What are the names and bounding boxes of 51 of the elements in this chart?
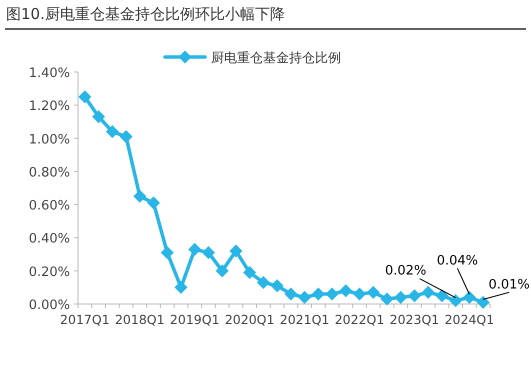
data-label: 0.04% <box>436 253 478 268</box>
point <box>216 264 229 278</box>
point <box>188 242 202 256</box>
x-tick-label: 2018Q1 <box>114 312 165 327</box>
point <box>394 290 408 304</box>
point <box>476 296 490 309</box>
point <box>366 286 380 299</box>
point <box>284 288 298 301</box>
x-tick-label: 2021Q1 <box>280 312 330 327</box>
data-label: 0.01% <box>488 277 530 292</box>
x-tick-label: 2019Q1 <box>170 312 220 327</box>
x-tick-label: 2020Q1 <box>224 312 274 327</box>
legend-label: 厨电重仓基金持仓比例 <box>211 51 341 66</box>
point <box>106 125 119 138</box>
point <box>353 288 366 301</box>
x-tick-label: 2022Q1 <box>334 312 384 327</box>
point <box>174 280 188 294</box>
point <box>422 286 435 299</box>
y-tick-label: 0.40% <box>28 232 70 247</box>
y-tick-label: 0.60% <box>28 198 70 214</box>
point <box>92 110 106 124</box>
x-tick-label: 2017Q1 <box>60 312 110 327</box>
point <box>202 246 215 260</box>
point <box>133 190 146 203</box>
data-label: 0.02% <box>385 264 426 279</box>
point <box>243 266 256 280</box>
point <box>78 90 92 104</box>
y-tick-label: 0.20% <box>28 264 70 280</box>
point <box>147 196 160 210</box>
x-tick-label: 2023Q1 <box>390 312 440 327</box>
point <box>339 284 352 298</box>
title: 图10.厨电重仓基金持仓比例环比小幅下降 <box>6 5 285 23</box>
point <box>229 244 242 258</box>
point <box>160 246 174 260</box>
x-tick-label: 2024Q1 <box>444 312 494 327</box>
point <box>298 290 312 304</box>
point <box>326 288 339 301</box>
point <box>256 276 270 289</box>
point <box>270 279 284 292</box>
point <box>462 290 476 304</box>
point <box>380 292 394 306</box>
point <box>449 294 462 308</box>
y-tick-label: 0.00% <box>28 298 70 313</box>
y-tick-label: 1.40% <box>28 66 70 81</box>
point <box>120 130 133 144</box>
point <box>408 289 421 302</box>
y-tick-label: 1.20% <box>28 99 70 114</box>
point <box>435 289 448 302</box>
point <box>312 288 325 301</box>
y-tick-label: 0.80% <box>28 165 70 180</box>
y-tick-label: 1.00% <box>28 132 70 148</box>
